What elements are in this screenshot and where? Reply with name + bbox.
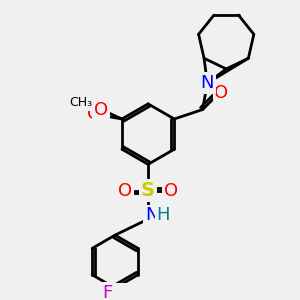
Text: N: N: [145, 206, 159, 224]
Text: S: S: [141, 181, 155, 200]
Text: CH₃: CH₃: [69, 96, 92, 110]
Text: F: F: [102, 284, 112, 300]
Text: O: O: [164, 182, 178, 200]
Text: O: O: [214, 85, 229, 103]
Text: O: O: [86, 105, 101, 123]
Text: H: H: [157, 206, 170, 224]
Text: O: O: [94, 100, 108, 118]
Text: N: N: [201, 74, 214, 92]
Text: O: O: [118, 182, 133, 200]
